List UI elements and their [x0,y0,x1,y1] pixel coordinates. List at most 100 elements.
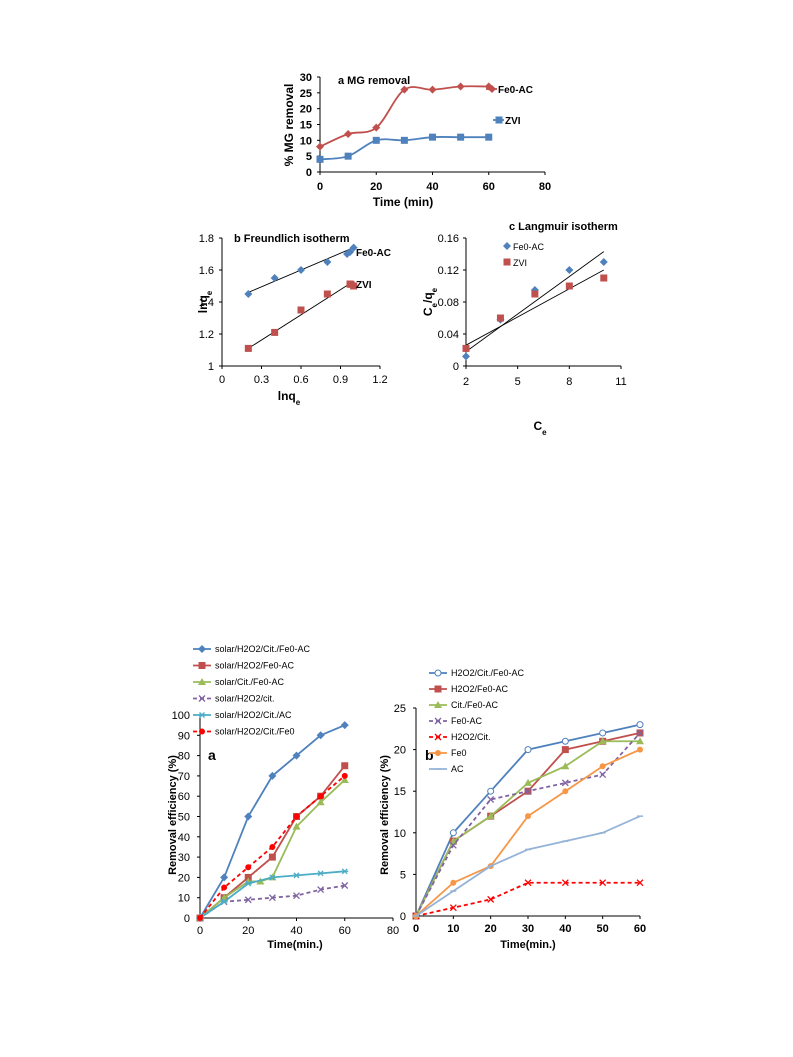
langmuir-legend-entry: Fe0-AC [503,242,545,252]
mg-legend-entry: ZVI [493,116,521,127]
langmuir-y-axis-label: Ce/qe [421,287,439,316]
solar-data-point [317,870,325,877]
langmuir-x-tick-label: 8 [566,376,572,388]
langmuir-data-point [496,314,504,322]
langmuir-x-tick-label: 11 [615,376,626,388]
solar-y-tick-label: 20 [178,872,190,884]
solar-y-tick-label: 100 [172,710,190,722]
dark-data-point [525,813,531,820]
dark-data-point [561,737,569,745]
langmuir-chart: c Langmuir isotherm Ce Ce/qe 2 5 8 11 0 0.04 0… [421,221,627,437]
solar-y-tick-label: 70 [178,771,190,783]
dark-y-tick-label: 10 [394,828,406,840]
freundlich-x-tick-label: 1.2 [372,374,387,386]
mg-legend-label: ZVI [505,116,521,127]
dark-y-tick-label: 5 [400,869,406,881]
mg-data-point [485,133,493,141]
solar-y-tick-label: 0 [184,913,190,925]
dark-data-point [636,729,644,737]
mg-data-point [400,136,408,144]
langmuir-series-0 [462,251,608,361]
dark-series-line [415,740,640,917]
solar-legend-label: solar/H2O2/Cit./AC [215,710,292,720]
solar-data-point [341,882,349,889]
solar-legend-marker [199,728,205,735]
solar-legend-entry: solar/H2O2/Cit./AC [193,710,292,720]
mg-x-axis-label: Time (min) [373,195,433,209]
dark-legend-marker [434,669,442,677]
mg-y-tick-label: 20 [300,104,312,116]
solar-legend-marker [198,645,206,653]
solar-legend-label: solar/H2O2/cit. [215,694,275,704]
langmuir-x-tick-label: 5 [515,376,521,388]
solar-data-point [341,762,349,770]
solar-y-tick-label: 90 [178,730,190,742]
solar-legend-entry: solar/H2O2/Cit./Fe0-AC [193,644,311,654]
dark-data-point [561,779,569,787]
solar-series-4 [196,868,349,921]
solar-data-point [316,731,325,740]
freundlich-legend-label: Fe0-AC [356,248,391,259]
dark-legend-label: H2O2/Fe0-AC [451,684,509,694]
dark-data-point [524,787,532,795]
dark-legend-marker [434,717,442,725]
dark-series-2 [412,737,644,919]
solar-data-point [293,892,300,900]
solar-data-point [292,822,301,830]
dark-legend-label: H2O2/Cit. [451,732,491,742]
dark-series-line [415,881,640,917]
solar-legend-label: solar/Cit./Fe0-AC [215,677,285,687]
dark-data-point [598,737,607,745]
solar-legend-marker [198,712,206,718]
mg-y-tick-label: 0 [306,167,312,179]
dark-series-line [415,815,641,917]
langmuir-data-point [565,282,573,290]
dark-legend-label: Fe0-AC [451,716,483,726]
mg-data-point [316,142,324,151]
dark-x-tick-label: 60 [634,923,646,935]
freundlich-data-point [271,328,279,336]
dark-legend-label: Cit./Fe0-AC [451,700,499,710]
solar-data-point [293,813,300,820]
dark-y-axis-label: Removal efficiency (%) [379,755,391,875]
dark-data-point [599,879,607,887]
langmuir-x-tick-label: 2 [463,376,469,388]
freundlich-y-tick-label: 1 [208,361,214,373]
dark-data-point [487,796,495,803]
dark-data-point [449,904,457,912]
solar-data-point [317,886,325,894]
mg-data-point [344,152,352,160]
dark-data-point [599,763,606,770]
solar-data-point [244,880,252,887]
solar-data-point [293,872,300,879]
solar-y-axis-label: Removal efficiency (%) [167,755,179,875]
solar-y-tick-label: 40 [178,832,190,844]
solar-legend-label: solar/H2O2/Fe0-AC [215,661,295,671]
mg-data-point [400,85,409,94]
langmuir-chart-title: c Langmuir isotherm [509,221,618,233]
dark-y-tick-label: 20 [394,745,406,757]
freundlich-data-point [244,344,252,352]
dark-data-point [524,879,532,887]
mg-data-point [457,133,465,141]
freundlich-data-point [270,274,279,282]
langmuir-y-tick-label: 0 [453,361,459,373]
dark-legend-label: Fe0 [451,748,467,758]
langmuir-data-point [565,266,574,274]
freundlich-data-point [323,258,332,266]
mg-y-tick-label: 25 [300,88,312,100]
solar-legend-entry: solar/Cit./Fe0-AC [193,677,285,687]
solar-data-point [244,873,252,881]
dark-series-line [415,723,641,917]
langmuir-data-point [462,352,470,361]
langmuir-legend-entry: ZVI [503,258,527,268]
dark-data-point [599,729,607,737]
dark-legend-marker [434,701,442,708]
dark-x-tick-label: 40 [559,923,571,935]
mg-y-tick-label: 15 [300,120,312,132]
langmuir-fit-line [465,269,604,346]
solar-x-tick-label: 80 [387,925,399,937]
freundlich-x-tick-label: 0.6 [293,374,308,386]
solar-data-point [220,898,228,905]
